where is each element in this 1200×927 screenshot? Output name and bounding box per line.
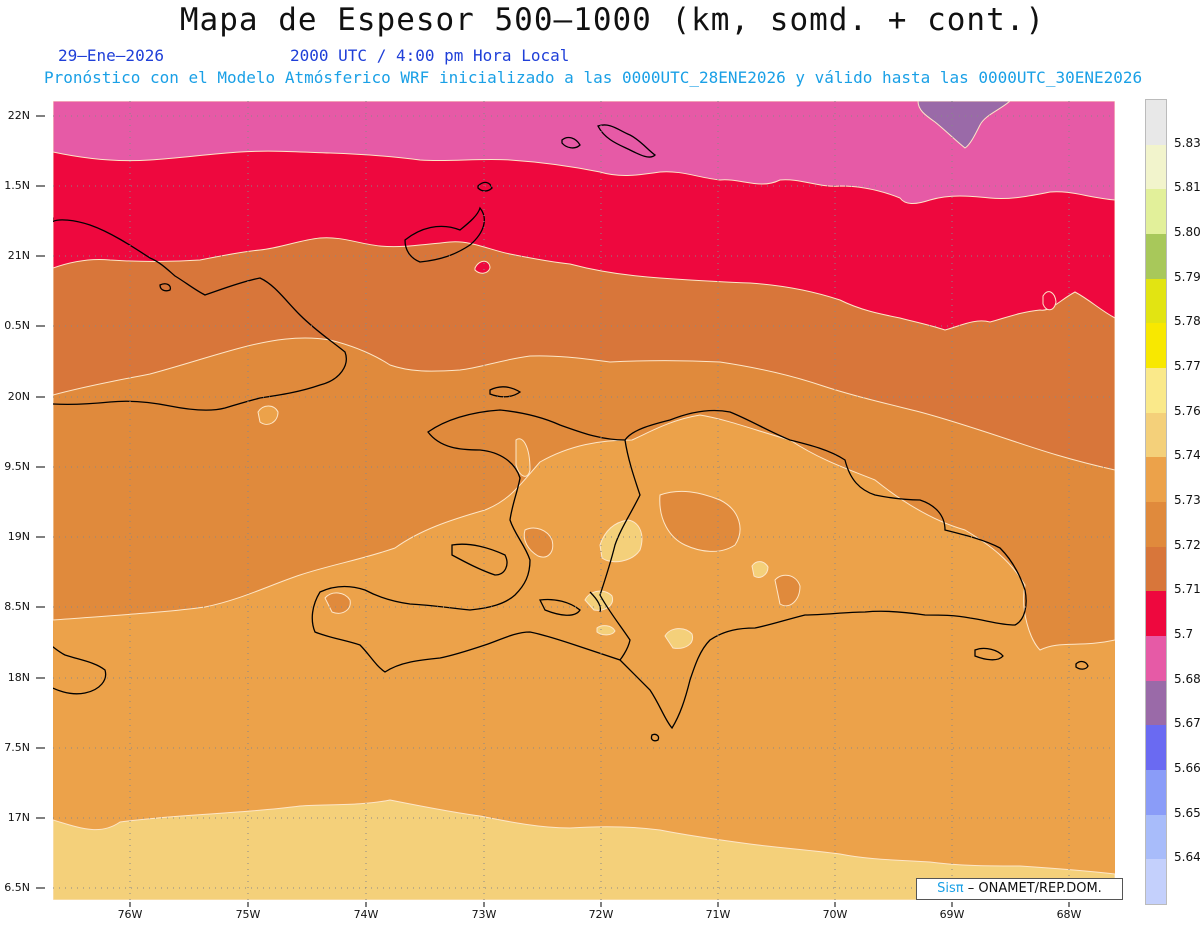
coast-bahamas-3 <box>477 181 493 192</box>
colorbar-swatch <box>1146 189 1166 235</box>
coastlines <box>35 124 1089 742</box>
coast-florida <box>35 215 52 224</box>
patch-5700-a <box>1042 291 1057 311</box>
axis-ticks <box>36 115 1070 907</box>
colorbar-label: 5.819 <box>1174 180 1200 195</box>
band-5688 <box>53 101 1115 204</box>
lat-label: 21N <box>7 249 30 262</box>
colorbar-label: 5.712 <box>1174 582 1200 597</box>
lat-label: 20N <box>7 390 30 403</box>
colorbar-swatch <box>1146 144 1166 190</box>
colorbar-swatch <box>1146 368 1166 414</box>
lon-label: 71W <box>705 908 731 921</box>
lon-label: 73W <box>471 908 497 921</box>
border-haiti-dr <box>599 439 641 661</box>
coast-jamaica <box>451 543 508 576</box>
colorbar-label: 5.7 <box>1174 627 1194 641</box>
patch-5724-d <box>774 574 801 607</box>
model-description: Pronóstico con el Modelo Atmósferico WRF… <box>44 68 1143 87</box>
coast-cuba <box>53 216 347 411</box>
colorbar-label: 5.795 <box>1174 269 1200 284</box>
patch-5748-e <box>596 625 616 636</box>
colorbar-swatch <box>1146 591 1166 637</box>
lon-label: 75W <box>235 908 261 921</box>
colorbar-swatch <box>1146 680 1166 726</box>
coast-pr <box>1075 660 1089 670</box>
lat-label: 6.5N <box>4 881 30 894</box>
colorbar-label: 5.76 <box>1174 403 1200 418</box>
lon-label: 76W <box>117 908 143 921</box>
colorbar-label: 5.783 <box>1174 314 1200 329</box>
colorbar-swatch <box>1146 457 1166 503</box>
lon-label: 70W <box>822 908 848 921</box>
colorbar-swatch <box>1146 814 1166 860</box>
patch-5724-a <box>659 490 741 552</box>
coast-cayman <box>159 283 172 292</box>
colorbar-label: 5.676 <box>1174 716 1200 731</box>
coast-bahamas-2 <box>404 206 485 263</box>
coast-bahamas-1 <box>597 124 657 158</box>
lat-label: 19N <box>7 530 30 543</box>
colorbar-label: 5.64 <box>1174 850 1200 865</box>
patch-5700-b <box>474 260 491 274</box>
lat-label: 7.5N <box>4 741 30 754</box>
lon-label: 72W <box>588 908 614 921</box>
forecast-time: 2000 UTC / 4:00 pm Hora Local <box>290 46 570 65</box>
lat-label: 8.5N <box>4 600 30 613</box>
colorbar-label: 5.807 <box>1174 225 1200 239</box>
band-5748 <box>53 799 1115 900</box>
patch-5724-b <box>523 527 554 558</box>
patch-5724-c <box>324 592 351 614</box>
patch-5748-a <box>599 519 643 563</box>
lat-label: 9.5N <box>4 460 30 473</box>
lon-label: 74W <box>353 908 379 921</box>
lat-label: 17N <box>7 811 30 824</box>
coast-tortuga <box>589 591 602 613</box>
credit-box: Sisπ – ONAMET/REP.DOM. <box>916 878 1123 900</box>
sispi-logo: Sisπ <box>937 881 964 896</box>
colorbar-label: 5.772 <box>1174 359 1200 373</box>
lon-label: 69W <box>939 908 965 921</box>
colorbar-swatch <box>1146 725 1166 771</box>
coast-hispaniola <box>311 409 1027 730</box>
colorbar-label: 5.736 <box>1174 493 1200 507</box>
band-5676 <box>917 101 1011 149</box>
lon-label: 68W <box>1056 908 1082 921</box>
lat-label: 1.5N <box>4 179 30 192</box>
patch-5748-c <box>664 628 694 649</box>
colorbar-label: 5.664 <box>1174 761 1200 775</box>
patch-5748-d <box>751 561 769 578</box>
colorbar-label: 5.688 <box>1174 671 1200 686</box>
colorbar <box>1145 99 1167 905</box>
colorbar-label: 5.724 <box>1174 537 1200 552</box>
colorbar-swatch <box>1146 859 1166 905</box>
colorbar-label: 5.831 <box>1174 135 1200 150</box>
colorbar-swatch <box>1146 412 1166 458</box>
colorbar-swatch <box>1146 100 1166 146</box>
lat-label: 0.5N <box>4 319 30 332</box>
coast-saona <box>650 733 660 742</box>
patch-5736-a <box>257 405 279 425</box>
colorbar-swatch <box>1146 278 1166 324</box>
colorbar-swatch <box>1146 546 1166 592</box>
colorbar-swatch <box>1146 770 1166 816</box>
colorbar-swatch <box>1146 636 1166 682</box>
colorbar-swatch <box>1146 502 1166 548</box>
coast-turks <box>489 386 522 398</box>
coast-bahamas-4 <box>561 136 581 149</box>
coast-cuba-w <box>53 646 107 695</box>
patch-5736-b <box>515 438 531 477</box>
colorbar-label: 5.748 <box>1174 448 1200 463</box>
map-title: Mapa de Espesor 500–1000 (km, somd. + co… <box>179 2 1046 38</box>
credit-org: – ONAMET/REP.DOM. <box>967 881 1102 896</box>
coast-mona <box>974 647 1004 661</box>
colorbar-label: 5.652 <box>1174 805 1200 820</box>
forecast-date: 29–Ene–2026 <box>58 46 164 65</box>
lat-label: 22N <box>7 109 30 122</box>
coast-gonave <box>539 598 581 616</box>
colorbar-swatch <box>1146 323 1166 369</box>
lat-label: 18N <box>7 671 30 684</box>
colorbar-swatch <box>1146 234 1166 280</box>
